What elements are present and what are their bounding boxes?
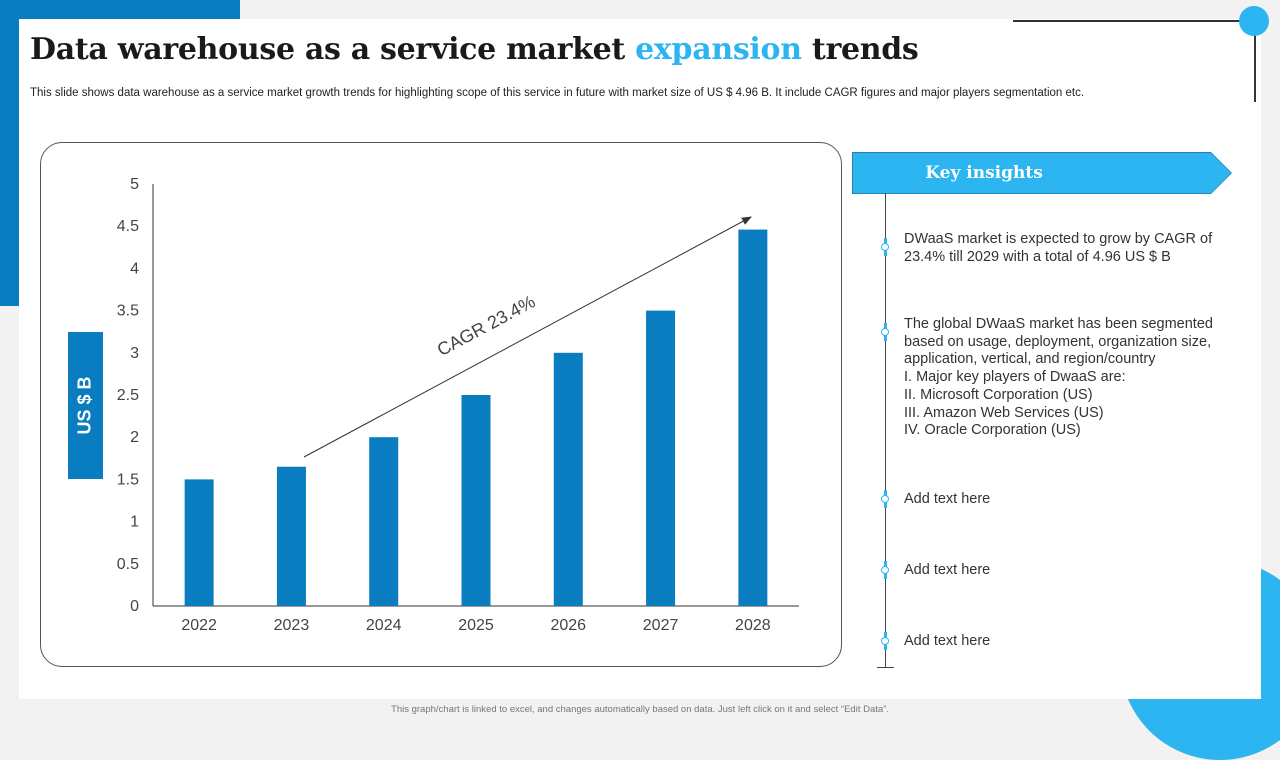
insight-line: I. Major key players of DwaaS are:: [904, 369, 1126, 386]
insight-line: DWaaS market is expected to grow by CAGR…: [904, 231, 1213, 247]
key-insights-header-shape: [853, 153, 1231, 193]
y-tick-label: 2: [130, 429, 139, 446]
timeline-dot: [881, 495, 889, 503]
y-tick-label: 1: [130, 514, 139, 531]
y-tick-label: 3: [130, 345, 139, 362]
insight-line: IV. Oracle Corporation (US): [904, 422, 1081, 439]
y-tick-label: 3.5: [117, 303, 139, 320]
insight-item: The global DWaaS market has been segment…: [904, 316, 1234, 440]
bar: [184, 479, 214, 606]
x-tick-label: 2024: [366, 617, 402, 634]
timeline-end-cap: [877, 667, 894, 668]
x-tick-label: 2026: [550, 617, 586, 634]
x-tick-label: 2025: [458, 617, 494, 634]
timeline-line: [885, 193, 886, 668]
decorative-vertical-line: [1254, 20, 1256, 102]
insight-line: Add text here: [904, 633, 991, 649]
y-axis-label-box: US $ B: [68, 332, 103, 479]
y-tick-label: 0.5: [117, 556, 139, 573]
bar: [646, 310, 676, 606]
x-tick-label: 2022: [181, 617, 217, 634]
chart-frame[interactable]: [40, 142, 842, 667]
title-part2: trends: [801, 32, 919, 67]
cagr-arrow: [303, 216, 752, 458]
insight-item: Add text here: [904, 562, 1234, 580]
bar: [461, 395, 491, 606]
cagr-annotation: CAGR 23.4%: [434, 291, 539, 360]
x-tick-label: 2028: [735, 617, 771, 634]
insight-line: III. Amazon Web Services (US): [904, 404, 1104, 421]
key-insights-title: Key insights: [925, 163, 1043, 183]
y-tick-label: 5: [130, 176, 139, 193]
y-tick-label: 0: [130, 598, 139, 615]
insight-line: 23.4% till 2029 with a total of 4.96 US …: [904, 248, 1171, 265]
bar: [276, 466, 306, 606]
insight-line: The global DWaaS market has been segment…: [904, 316, 1213, 332]
page-subtitle: This slide shows data warehouse as a ser…: [30, 87, 1085, 99]
page-title: Data warehouse as a service market expan…: [30, 32, 919, 67]
title-part1: Data warehouse as a service market: [30, 32, 636, 67]
key-insights-header: Key insights: [852, 152, 1232, 194]
y-tick-label: 4.5: [117, 218, 139, 235]
title-highlight: expansion: [635, 32, 802, 67]
bar: [553, 352, 583, 606]
insight-item: DWaaS market is expected to grow by CAGR…: [904, 231, 1234, 266]
bar-chart: 0 0.5 1 1.5 2 2.5 3 3.5 4 4.5 5 2022 2023 2024 2025 202…: [117, 176, 799, 634]
y-tick-label: 1.5: [117, 471, 139, 488]
insight-line: II. Microsoft Corporation (US): [904, 386, 1093, 403]
timeline-dot: [881, 566, 889, 574]
bar: [369, 437, 399, 606]
insight-line: application, vertical, and region/countr…: [904, 351, 1156, 368]
x-tick-label: 2027: [643, 617, 679, 634]
insight-line: Add text here: [904, 562, 991, 578]
timeline-dot: [881, 328, 889, 336]
insight-line: Add text here: [904, 491, 991, 507]
insight-item: Add text here: [904, 633, 1234, 651]
x-tick-label: 2023: [274, 617, 310, 634]
y-tick-label: 2.5: [117, 387, 139, 404]
decorative-top-line: [1013, 20, 1256, 22]
timeline-dot: [881, 637, 889, 645]
insight-item: Add text here: [904, 491, 1234, 509]
decorative-dot: [1239, 6, 1269, 36]
y-tick-label: 4: [130, 260, 139, 277]
timeline-dot: [881, 243, 889, 251]
footer-note: This graph/chart is linked to excel, and…: [391, 704, 889, 715]
bar: [738, 229, 768, 607]
insight-line: based on usage, deployment, organization…: [904, 333, 1212, 350]
